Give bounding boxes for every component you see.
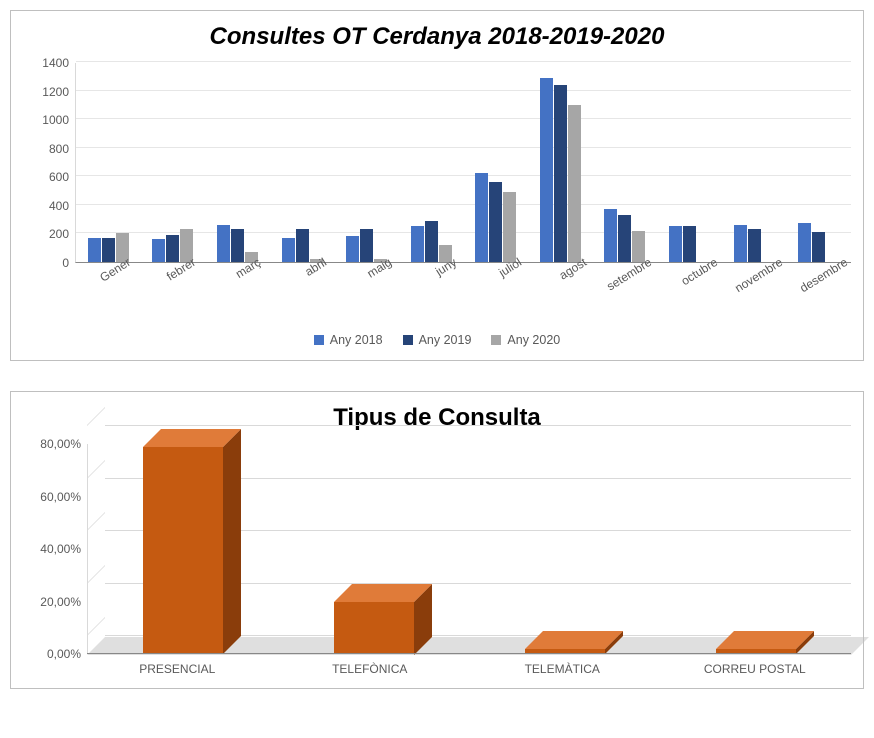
chart2-xlabel: TELEFÒNICA	[274, 654, 467, 676]
chart1-bar	[411, 226, 424, 262]
chart1-bar-group	[205, 63, 270, 262]
chart1-bar	[489, 182, 502, 262]
chart1-legend-item: Any 2019	[403, 333, 472, 347]
chart2-bar-column	[87, 444, 278, 654]
chart1-bar-group	[141, 63, 206, 262]
chart1-bar	[568, 105, 581, 262]
tipus-consulta-chart: Tipus de Consulta 80,00%60,00%40,00%20,0…	[10, 391, 864, 689]
chart2-xlabel: PRESENCIAL	[81, 654, 274, 676]
chart1-bar-group	[334, 63, 399, 262]
chart2-x-axis: PRESENCIALTELEFÒNICATELEMÀTICACORREU POS…	[81, 654, 851, 676]
chart1-bar	[475, 173, 488, 262]
chart1-bar	[669, 226, 682, 262]
chart1-bar	[734, 225, 747, 262]
chart1-bar-group	[76, 63, 141, 262]
chart1-bar	[540, 78, 553, 262]
chart1-bar-group	[528, 63, 593, 262]
chart2-bar-column	[469, 444, 660, 654]
chart2-xlabel: TELEMÀTICA	[466, 654, 659, 676]
chart1-bar-group	[786, 63, 851, 262]
chart1-bar-group	[593, 63, 658, 262]
chart1-x-axis: Generfebrermarçabrilmaigjunyjuliolagosts…	[69, 263, 851, 305]
chart1-bar	[217, 225, 230, 262]
chart1-bar	[683, 226, 696, 262]
chart1-bar	[604, 209, 617, 262]
chart1-bar-group	[722, 63, 787, 262]
chart1-bar-group	[399, 63, 464, 262]
chart2-plot-area	[87, 444, 851, 654]
chart2-bar	[143, 447, 223, 654]
monthly-consultes-chart: Consultes OT Cerdanya 2018-2019-2020 140…	[10, 10, 864, 361]
chart2-title: Tipus de Consulta	[23, 404, 851, 432]
chart1-bar-group	[270, 63, 335, 262]
chart2-bar-column	[660, 444, 851, 654]
chart1-bar-group	[463, 63, 528, 262]
chart2-bar	[334, 602, 414, 655]
chart2-bar-column	[278, 444, 469, 654]
chart1-bar	[618, 215, 631, 262]
chart1-bar	[812, 232, 825, 262]
chart1-bar	[346, 236, 359, 262]
chart1-y-axis: 1400120010008006004002000	[23, 63, 75, 263]
chart1-legend-item: Any 2020	[491, 333, 560, 347]
chart1-bar	[425, 221, 438, 262]
chart1-plot-area	[75, 63, 851, 263]
chart1-legend-item: Any 2018	[314, 333, 383, 347]
chart1-bar	[554, 85, 567, 262]
chart1-legend: Any 2018 Any 2019 Any 2020	[23, 333, 851, 348]
chart1-bar	[748, 229, 761, 262]
chart2-xlabel: CORREU POSTAL	[659, 654, 852, 676]
chart1-bar	[282, 238, 295, 262]
chart2-y-axis: 80,00%60,00%40,00%20,00%0,00%	[23, 444, 87, 654]
chart1-bar-group	[657, 63, 722, 262]
chart1-bar	[88, 238, 101, 262]
chart1-bar	[152, 239, 165, 262]
chart1-title: Consultes OT Cerdanya 2018-2019-2020	[23, 23, 851, 51]
chart1-bar	[798, 223, 811, 262]
